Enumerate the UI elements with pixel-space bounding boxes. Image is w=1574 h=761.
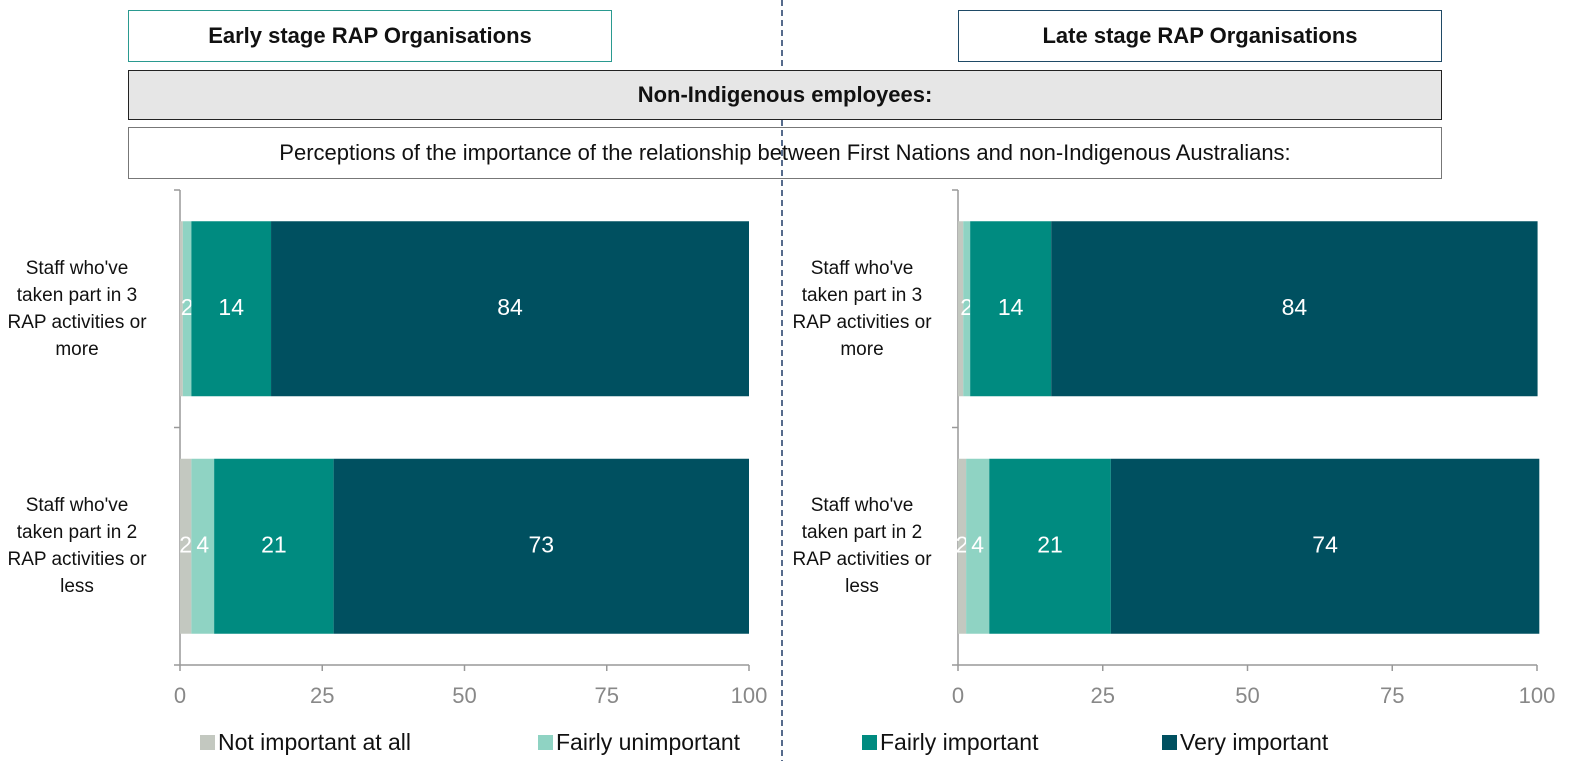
bar-segment: [963, 221, 971, 397]
legend-swatch: [200, 735, 215, 750]
x-tick-label: 25: [1091, 683, 1115, 708]
value-label: 4: [971, 531, 984, 557]
bar-segment: [958, 458, 967, 634]
value-label: 2: [956, 531, 969, 557]
bar-segment: [966, 458, 990, 634]
value-label: 14: [998, 294, 1024, 320]
category-label: Staff who've taken part in 3 RAP activit…: [7, 257, 147, 360]
bar-segment: [989, 458, 1111, 634]
bar-segment: [271, 221, 749, 397]
legend-label: Not important at all: [218, 729, 411, 755]
category-label: Staff who've taken part in 2 RAP activit…: [7, 495, 147, 598]
value-label: 2: [179, 531, 192, 557]
legend-swatch: [1162, 735, 1177, 750]
category-label: Staff who've taken part in 3 RAP activit…: [792, 257, 932, 360]
header: Non-Indigenous employees:: [128, 70, 1442, 120]
bar-segment: [180, 458, 192, 634]
legend-label: Very important: [1180, 729, 1329, 755]
x-tick-label: 25: [310, 683, 334, 708]
value-label: 14: [218, 294, 244, 320]
value-label: 2: [181, 294, 194, 320]
x-tick-label: 0: [952, 683, 964, 708]
bar-segment: [333, 458, 749, 634]
value-label: 2: [960, 294, 973, 320]
bar-segment: [1110, 458, 1540, 634]
subheader: Perceptions of the importance of the rel…: [128, 127, 1442, 179]
legend-swatch: [862, 735, 877, 750]
value-label: 74: [1312, 531, 1338, 557]
value-label: 21: [261, 531, 287, 557]
bar-segment: [1051, 221, 1538, 397]
x-tick-label: 100: [731, 683, 768, 708]
x-tick-label: 75: [1380, 683, 1404, 708]
legend-swatch: [538, 735, 553, 750]
bar-segment: [182, 221, 192, 397]
bar-segment: [958, 221, 964, 397]
panel-title: Late stage RAP Organisations: [958, 10, 1442, 62]
bar-segment: [191, 221, 272, 397]
bar-segment: [180, 221, 183, 397]
x-tick-label: 75: [595, 683, 619, 708]
value-label: 4: [196, 531, 209, 557]
panel-title: Early stage RAP Organisations: [128, 10, 612, 62]
value-label: 84: [497, 294, 523, 320]
value-label: 21: [1037, 531, 1063, 557]
category-label: Staff who've taken part in 2 RAP activit…: [792, 495, 932, 598]
value-label: 84: [1282, 294, 1308, 320]
legend-label: Fairly important: [880, 729, 1039, 755]
x-tick-label: 50: [1235, 683, 1259, 708]
value-label: 73: [529, 531, 555, 557]
x-tick-label: 0: [174, 683, 186, 708]
x-tick-label: 100: [1519, 683, 1556, 708]
x-tick-label: 50: [452, 683, 476, 708]
bar-segment: [970, 221, 1052, 397]
legend-label: Fairly unimportant: [556, 729, 741, 755]
bar-segment: [214, 458, 334, 634]
bar-segment: [191, 458, 215, 634]
